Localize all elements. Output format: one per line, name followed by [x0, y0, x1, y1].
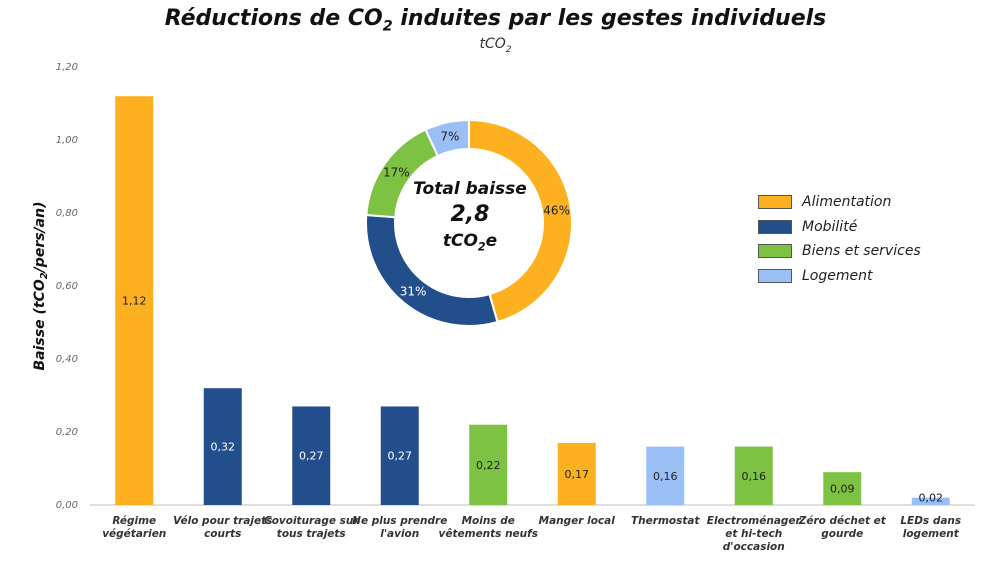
x-category-label: Covoiturage sur: [264, 515, 359, 527]
donut-slice-label: 31%: [400, 285, 427, 299]
legend: Alimentation Mobilité Biens et services …: [758, 190, 921, 288]
y-tick-label: 0,80: [56, 208, 78, 219]
legend-swatch: [758, 268, 792, 283]
bar: [292, 406, 331, 505]
legend-item: Logement: [758, 264, 921, 289]
x-category-label: Manger local: [539, 515, 616, 527]
bar-value-label: 0,02: [919, 492, 944, 505]
bar: [557, 442, 596, 505]
legend-item: Mobilité: [758, 215, 921, 240]
y-tick-label: 1,00: [56, 135, 78, 146]
x-category-label: tous trajets: [277, 528, 346, 540]
x-category-label: Régime: [112, 515, 156, 527]
bar: [115, 96, 154, 505]
donut-slice: [468, 118, 573, 324]
bar-value-label: 0,17: [565, 468, 590, 481]
donut-center-label: Total baisse 2,8 tCO2e: [395, 178, 545, 258]
y-tick-label: 0,40: [56, 354, 78, 365]
bar-value-label: 0,27: [388, 450, 413, 463]
x-category-label: Ne plus prendre: [352, 515, 447, 527]
y-tick-label: 0,60: [56, 281, 78, 292]
legend-label: Alimentation: [802, 194, 892, 211]
donut-slice-label: 17%: [383, 166, 410, 180]
legend-label: Mobilité: [802, 218, 858, 235]
donut-slice: [424, 118, 470, 158]
legend-label: Biens et services: [802, 243, 921, 260]
donut-center-unit: tCO2e: [442, 231, 498, 254]
x-category-label: logement: [903, 528, 960, 540]
donut-slice-label: 46%: [543, 204, 570, 218]
donut-slice-label: 7%: [440, 130, 459, 144]
y-axis-label: Baisse (tCO2/pers/an): [32, 202, 50, 371]
x-category-label: Moins de: [462, 515, 515, 527]
bar-value-label: 0,22: [476, 459, 501, 472]
donut-center-total: 2,8: [450, 202, 490, 227]
bar-value-label: 0,16: [742, 470, 767, 483]
bar: [380, 406, 419, 505]
x-category-label: courts: [204, 528, 241, 540]
bar-value-label: 0,32: [211, 441, 236, 454]
legend-swatch: [758, 195, 792, 210]
bar: [734, 446, 773, 505]
x-category-label: d'occasion: [723, 541, 785, 553]
x-category-label: gourde: [821, 528, 863, 540]
bar-value-label: 1,12: [122, 295, 147, 308]
x-category-label: Thermostat: [631, 515, 700, 527]
x-category-label: vêtements neufs: [439, 528, 538, 540]
chart-subtitle: tCO2: [479, 36, 512, 55]
bar-value-label: 0,09: [830, 483, 855, 496]
legend-item: Biens et services: [758, 239, 921, 264]
donut-center-line1: Total baisse: [413, 179, 527, 199]
legend-swatch: [758, 219, 792, 234]
x-category-label: l'avion: [380, 528, 419, 540]
legend-item: Alimentation: [758, 190, 921, 215]
bar: [911, 497, 950, 505]
x-category-label: Vélo pour trajets: [173, 515, 272, 527]
x-category-label: Zéro déchet et: [798, 515, 887, 527]
y-tick-label: 1,20: [56, 62, 78, 73]
chart-title: Réductions de CO2 induites par les geste…: [164, 6, 827, 35]
x-category-label: LEDs dans: [900, 515, 961, 527]
x-category-label: et hi-tech: [725, 528, 782, 540]
bar-value-label: 0,27: [299, 450, 324, 463]
legend-swatch: [758, 244, 792, 259]
bar: [646, 446, 685, 505]
bar: [469, 424, 508, 505]
bar: [203, 388, 242, 505]
x-category-label: végétarien: [102, 528, 166, 540]
legend-label: Logement: [802, 267, 873, 284]
x-category-label: Electroménager: [707, 515, 802, 527]
bar: [823, 472, 862, 505]
bar-value-label: 0,16: [653, 470, 678, 483]
y-tick-label: 0,00: [56, 500, 78, 511]
y-tick-label: 0,20: [56, 427, 78, 438]
